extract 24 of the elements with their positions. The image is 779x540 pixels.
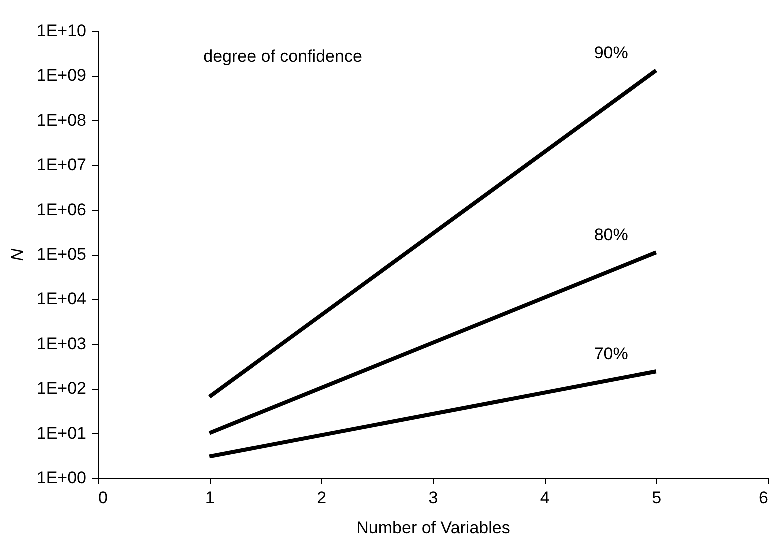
x-tick-label: 3 — [428, 488, 438, 508]
y-tick-label: 1E+06 — [36, 200, 86, 220]
series-label: 80% — [594, 226, 628, 245]
y-tick-label: 1E+05 — [36, 245, 86, 264]
series-label: 90% — [594, 44, 628, 63]
y-tick-label: 1E+07 — [36, 156, 86, 175]
y-tick-label: 1E+04 — [36, 290, 86, 309]
y-tick-label: 1E+02 — [36, 379, 86, 398]
y-axis-title: N — [8, 248, 27, 262]
y-tick-label: 1E+00 — [36, 468, 86, 488]
x-tick-label: 0 — [98, 488, 108, 508]
x-tick-label: 1 — [205, 488, 215, 508]
x-tick-label: 6 — [759, 488, 768, 508]
x-axis-title: Number of Variables — [356, 518, 510, 538]
annotation: degree of confidence — [204, 47, 362, 66]
y-tick-label: 1E+09 — [36, 66, 86, 86]
x-tick-label: 4 — [540, 488, 550, 508]
x-tick-label: 2 — [317, 488, 327, 508]
y-tick-label: 1E+08 — [36, 110, 86, 130]
y-tick-label: 1E+01 — [36, 424, 86, 443]
x-tick-label: 5 — [652, 488, 662, 508]
series-label: 70% — [594, 344, 628, 364]
y-tick-label: 1E+10 — [36, 22, 86, 40]
y-tick-label: 1E+03 — [36, 334, 86, 354]
